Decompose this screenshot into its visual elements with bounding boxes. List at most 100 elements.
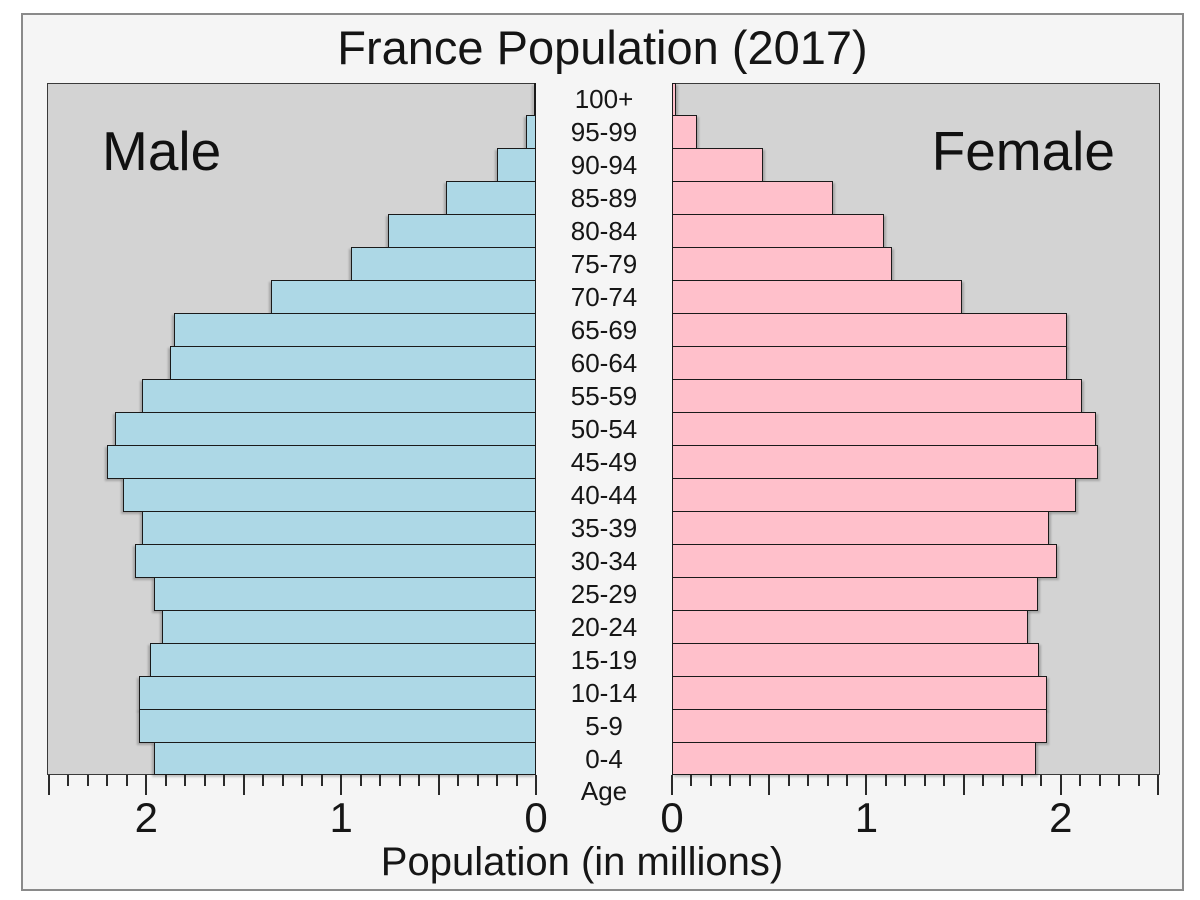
female-axis-tick-0.7 — [807, 775, 810, 786]
female-axis-tick-1.3 — [923, 775, 926, 786]
male-bar-85-89 — [446, 181, 536, 216]
female-bar-70-74 — [672, 280, 962, 315]
male-bar-20-24 — [161, 609, 536, 644]
female-axis-tick-2.1 — [1079, 775, 1082, 786]
female-axis-tick-2.2 — [1098, 775, 1101, 786]
female-axis-tick-0.9 — [845, 775, 848, 786]
male-bar-10-14 — [138, 675, 536, 710]
male-bar-50-54 — [115, 412, 536, 446]
male-axis-tick-1.9 — [164, 775, 167, 786]
age-label-10-14: 10-14 — [570, 677, 638, 708]
male-bar-95-99 — [526, 115, 536, 150]
male-panel-label: Male — [102, 120, 222, 182]
age-label-50-54: 50-54 — [570, 414, 638, 444]
female-bar-30-34 — [672, 543, 1057, 578]
male-bar-35-39 — [142, 510, 536, 545]
male-axis-tick-2.5 — [47, 775, 50, 795]
age-label-90-94: 90-94 — [570, 150, 638, 181]
female-bar-95-99 — [672, 115, 698, 150]
male-axis-tick-0.3 — [476, 775, 479, 786]
male-axis-tick-1.3 — [281, 775, 284, 786]
female-bar-15-19 — [672, 642, 1040, 677]
female-axis-tick-2.4 — [1137, 775, 1140, 786]
female-bar-65-69 — [672, 313, 1067, 348]
female-bar-40-44 — [672, 477, 1077, 512]
female-plot-area: Female — [672, 82, 1160, 776]
female-bar-100+ — [672, 82, 676, 117]
male-axis-tick-2.4 — [67, 775, 70, 786]
female-bar-25-29 — [672, 576, 1038, 611]
age-label-70-74: 70-74 — [570, 282, 638, 313]
age-label-45-49: 45-49 — [570, 446, 638, 477]
female-bar-5-9 — [672, 708, 1048, 743]
female-axis-tick-0.3 — [729, 775, 732, 786]
male-bar-75-79 — [350, 247, 536, 282]
male-axis-tick-1.4 — [262, 775, 265, 786]
female-axis-tick-label-1: 1 — [854, 794, 879, 841]
female-bar-85-89 — [672, 181, 834, 216]
male-bar-70-74 — [271, 280, 536, 315]
age-label-30-34: 30-34 — [570, 545, 638, 576]
male-bar-90-94 — [497, 148, 536, 183]
male-axis-tick-1.6 — [223, 775, 226, 786]
female-axis-tick-1.7 — [1001, 775, 1004, 786]
female-panel-label: Female — [931, 120, 1115, 182]
male-bar-5-9 — [138, 708, 536, 743]
male-bar-65-69 — [173, 313, 536, 348]
male-axis-tick-label-0: 0 — [524, 794, 548, 841]
age-label-75-79: 75-79 — [570, 249, 638, 280]
male-axis-tick-1.5 — [242, 775, 245, 795]
male-axis-tick-1.8 — [184, 775, 187, 786]
male-axis-tick-0.9 — [359, 775, 362, 786]
male-axis-tick-2.1 — [125, 775, 128, 786]
age-label-25-29: 25-29 — [570, 578, 638, 609]
female-bar-60-64 — [672, 346, 1067, 381]
female-bar-80-84 — [672, 214, 884, 249]
female-axis-tick-1.6 — [982, 775, 985, 786]
male-plot-area: Male — [47, 82, 536, 776]
male-bar-55-59 — [142, 379, 536, 413]
male-bar-0-4 — [154, 741, 536, 776]
age-label-35-39: 35-39 — [570, 512, 638, 543]
female-axis-tick-1.9 — [1040, 775, 1043, 786]
male-axis-tick-1.2 — [301, 775, 304, 786]
age-label-60-64: 60-64 — [570, 348, 638, 379]
age-label-40-44: 40-44 — [570, 479, 638, 510]
female-axis-tick-0.4 — [748, 775, 751, 786]
female-axis-tick-0.2 — [709, 775, 712, 786]
female-bar-0-4 — [672, 741, 1036, 776]
age-label-15-19: 15-19 — [570, 644, 638, 675]
male-bar-60-64 — [169, 346, 536, 381]
male-bar-100+ — [534, 82, 536, 117]
male-axis-tick-2.2 — [106, 775, 109, 786]
female-axis-tick-1.1 — [884, 775, 887, 786]
male-axis-tick-label-1: 1 — [329, 794, 353, 841]
female-bar-75-79 — [672, 247, 892, 282]
age-label-80-84: 80-84 — [570, 216, 638, 247]
female-axis-tick-1.8 — [1020, 775, 1023, 786]
male-axis-tick-2.3 — [86, 775, 89, 786]
female-axis-tick-1.0 — [865, 775, 868, 795]
female-bar-20-24 — [672, 609, 1028, 644]
male-axis-tick-1.0 — [340, 775, 343, 795]
age-label-100+: 100+ — [574, 84, 634, 115]
age-label-20-24: 20-24 — [570, 611, 638, 642]
male-bar-25-29 — [154, 576, 536, 611]
age-label-5-9: 5-9 — [585, 710, 623, 741]
female-axis-tick-0.6 — [787, 775, 790, 786]
male-axis-tick-1.1 — [320, 775, 323, 786]
female-axis-tick-2.3 — [1118, 775, 1121, 786]
male-axis-tick-0.7 — [398, 775, 401, 786]
age-label-55-59: 55-59 — [570, 381, 638, 412]
female-axis-tick-2.0 — [1059, 775, 1062, 795]
female-bar-90-94 — [672, 148, 764, 183]
male-axis-tick-0.4 — [457, 775, 460, 786]
age-label-95-99: 95-99 — [570, 117, 638, 148]
age-label-85-89: 85-89 — [570, 183, 638, 214]
female-axis-tick-0.1 — [690, 775, 693, 786]
female-bar-45-49 — [672, 444, 1098, 479]
male-bar-45-49 — [107, 444, 536, 479]
female-bar-50-54 — [672, 412, 1096, 446]
male-axis-tick-0.0 — [535, 775, 537, 795]
